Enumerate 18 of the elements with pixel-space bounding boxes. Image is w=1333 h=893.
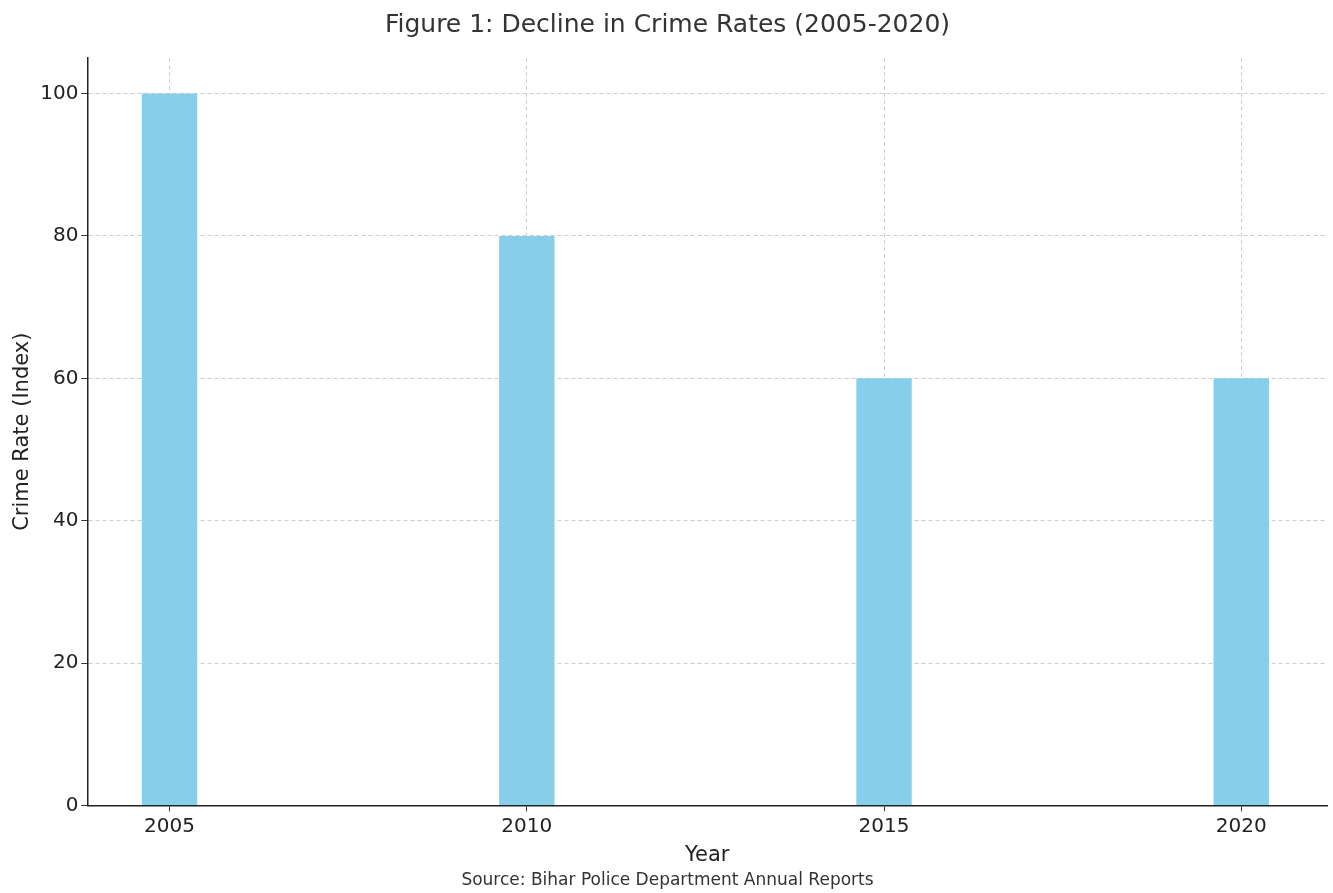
y-tick-label: 80 xyxy=(52,222,79,247)
y-tick-label: 20 xyxy=(52,649,79,674)
y-tick-label: 60 xyxy=(52,364,79,389)
x-tick-label: 2005 xyxy=(144,812,195,837)
bar xyxy=(499,235,555,805)
x-tick-label: 2010 xyxy=(501,812,553,837)
bar xyxy=(856,378,912,805)
y-axis-title: Crime Rate (Index) xyxy=(9,332,34,531)
x-tick-label: 2015 xyxy=(858,812,910,837)
y-tick-label: 100 xyxy=(40,79,79,104)
bar xyxy=(1213,378,1269,805)
source-note: Source: Bihar Police Department Annual Reports xyxy=(461,869,874,890)
chart-title: Figure 1: Decline in Crime Rates (2005-2020) xyxy=(384,8,951,38)
y-tick-label: 40 xyxy=(52,506,79,531)
x-axis-title: Year xyxy=(683,842,730,867)
bar xyxy=(141,93,198,805)
x-tick-label: 2020 xyxy=(1215,812,1267,837)
y-tick-label: 0 xyxy=(65,791,79,816)
